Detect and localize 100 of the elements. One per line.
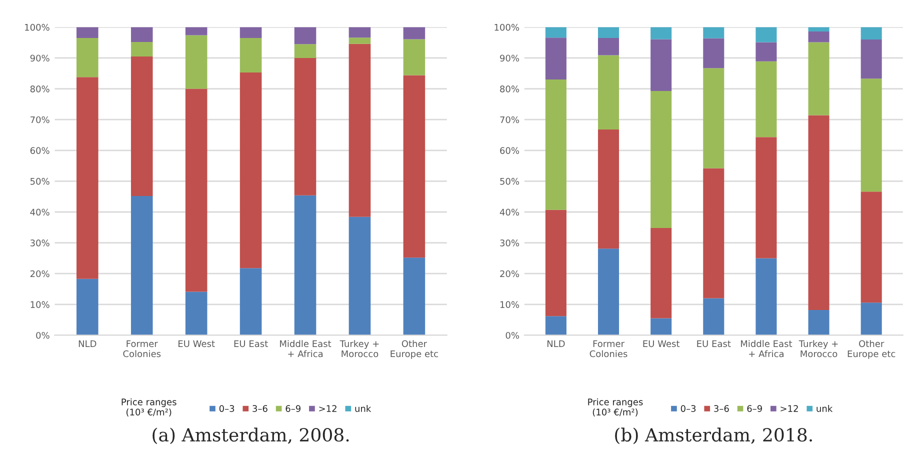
legend-label: 3–6 (252, 405, 268, 412)
bar (185, 292, 208, 336)
bar (860, 78, 882, 192)
x-tick-label: EU East (697, 340, 731, 348)
x-tick-label: EU West (178, 340, 215, 348)
bar (860, 27, 882, 40)
y-tick-label: 50% (30, 178, 50, 185)
bar (348, 44, 371, 217)
y-tick-label: 70% (500, 116, 520, 124)
bar (240, 38, 262, 72)
bar (650, 228, 672, 318)
text: (a) Amsterdam, 2008. (152, 428, 349, 444)
y-tick-label: 70% (30, 116, 50, 124)
bar (348, 27, 371, 38)
bar (756, 61, 777, 138)
legend-label: 6–9 (286, 405, 300, 412)
y-tick-label: 30% (500, 240, 520, 246)
y-tick-label: 20% (500, 270, 520, 278)
y-tick-label: 100% (25, 24, 50, 31)
legend-label: >12 (319, 405, 336, 412)
y-tick-label: 20% (30, 270, 50, 278)
bar (703, 298, 724, 336)
bar (348, 216, 371, 336)
bar (240, 268, 262, 336)
x-tick-label: Other Europe etc (848, 340, 896, 359)
y-tick-label: 60% (500, 147, 520, 154)
y-tick-label: 100% (494, 24, 520, 31)
bar (240, 72, 262, 268)
bar (76, 77, 98, 279)
bar (76, 278, 98, 336)
bar (403, 27, 426, 40)
x-tick-label: EU West (643, 340, 680, 348)
legend-label: >12 (780, 405, 798, 412)
bar (240, 27, 262, 38)
bar (703, 168, 724, 298)
bar (808, 115, 830, 310)
bar (756, 137, 777, 258)
bar (860, 40, 882, 79)
x-tick-label: NLD (78, 340, 96, 347)
bar (294, 27, 316, 44)
bar (756, 42, 777, 62)
y-tick-label: 0% (36, 332, 50, 339)
x-tick-label: Middle East + Africa (741, 340, 792, 358)
bar (598, 27, 620, 38)
y-tick-label: 80% (30, 86, 50, 92)
bar (294, 58, 316, 196)
bar (756, 258, 777, 336)
bar (76, 38, 98, 78)
y-tick-label: 60% (30, 147, 50, 154)
y-tick-label: 90% (30, 54, 50, 62)
bar (650, 318, 672, 336)
x-tick-label: Middle East + Africa (280, 340, 332, 358)
bar (130, 196, 153, 336)
bar (703, 68, 724, 168)
bar (403, 39, 426, 76)
y-tick-label: 90% (500, 54, 520, 62)
legend-title: Price ranges (10³ €/m²) (122, 398, 176, 417)
bar (294, 195, 316, 336)
bar (130, 56, 153, 196)
bar (650, 27, 672, 40)
bar (130, 42, 153, 56)
bar (185, 88, 208, 292)
bar (348, 38, 371, 44)
y-tick-label: 10% (500, 301, 520, 308)
bar (545, 316, 566, 336)
bar (545, 80, 566, 210)
y-tick-label: 50% (500, 178, 520, 185)
bar (650, 90, 672, 228)
y-tick-label: 40% (500, 208, 520, 216)
y-tick-label: 10% (30, 301, 50, 308)
bar (130, 27, 153, 42)
bar (756, 27, 777, 42)
bar (185, 35, 208, 89)
x-tick-label: Other Europe etc (390, 340, 438, 359)
legend-label: 0–3 (219, 405, 234, 412)
bar (860, 192, 882, 303)
bar (808, 310, 830, 336)
bar (860, 302, 882, 336)
legend-title: Price ranges (10³ €/m²) (588, 398, 643, 417)
y-tick-label: 30% (30, 240, 50, 246)
bar (76, 27, 98, 38)
bar (598, 248, 620, 336)
bar (403, 258, 426, 336)
y-tick-label: 0% (506, 332, 520, 339)
bar (703, 38, 724, 68)
y-tick-label: 40% (30, 208, 50, 216)
bar (598, 38, 620, 56)
legend-label: unk (816, 404, 833, 412)
x-tick-label: Turkey + Morocco (340, 340, 379, 358)
bar (703, 27, 724, 38)
x-tick-label: Turkey + Morocco (798, 340, 838, 358)
bar (545, 27, 566, 38)
bar (545, 210, 566, 316)
x-tick-label: EU East (234, 340, 268, 348)
bar (808, 42, 830, 116)
legend-label: unk (355, 404, 372, 412)
legend-label: 3–6 (714, 405, 729, 412)
y-tick-label: 80% (500, 86, 520, 92)
bar (598, 55, 620, 130)
x-tick-label: Former Colonies (590, 340, 628, 358)
